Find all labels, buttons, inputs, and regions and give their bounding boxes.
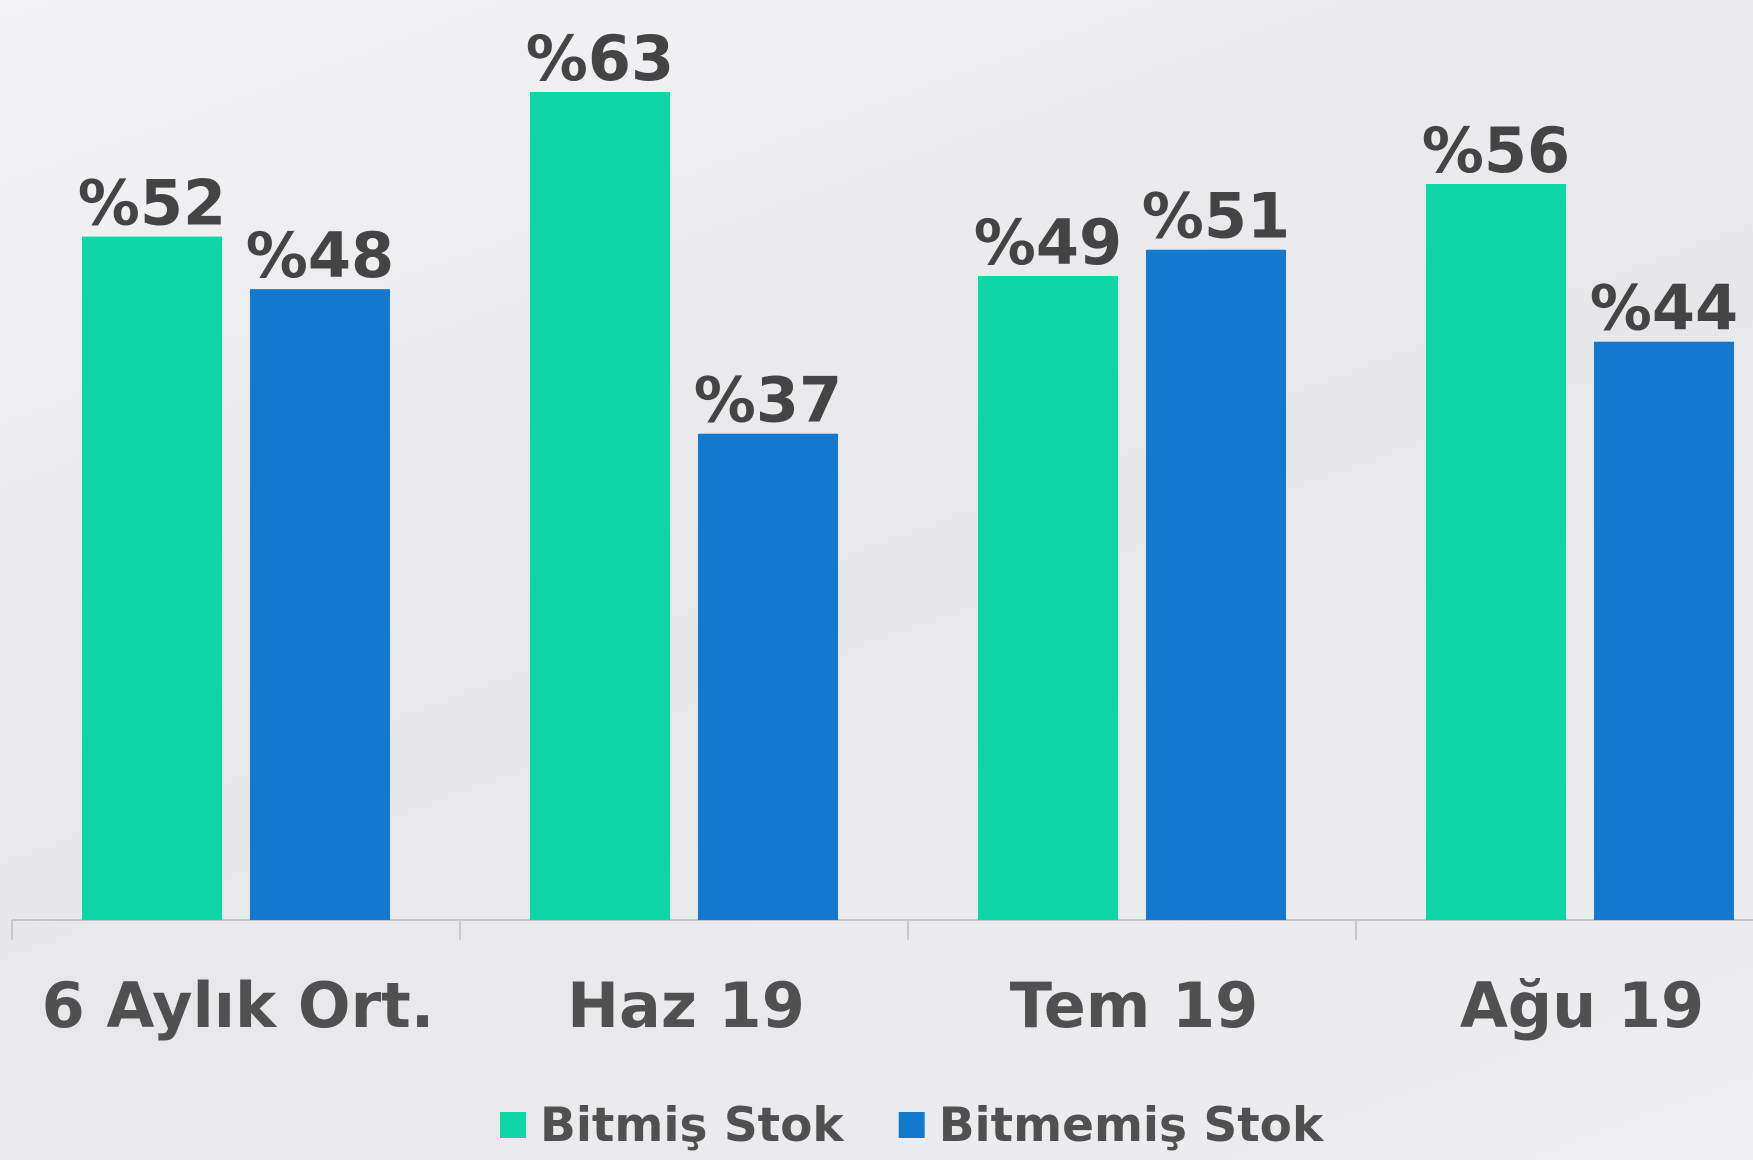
x-tick-label: Haz 19 — [567, 969, 805, 1042]
data-label: %48 — [246, 219, 394, 292]
bar — [698, 433, 838, 920]
bar — [82, 236, 222, 921]
bar — [1594, 341, 1734, 920]
x-tick-label: Tem 19 — [1010, 969, 1259, 1042]
bar — [978, 276, 1118, 920]
legend-label: Bitmemiş Stok — [939, 1098, 1325, 1153]
x-axis — [11, 919, 1753, 940]
x-tick-label: 6 Aylık Ort. — [42, 969, 435, 1042]
data-label: %63 — [526, 22, 674, 95]
bar — [250, 289, 390, 921]
data-label: %52 — [78, 167, 226, 240]
bar — [1426, 184, 1566, 920]
data-label: %56 — [1422, 114, 1570, 187]
bar — [530, 92, 670, 920]
legend-swatch — [898, 1112, 925, 1138]
legend-label: Bitmiş Stok — [540, 1098, 845, 1153]
legend-swatch — [500, 1112, 526, 1138]
bar — [1146, 249, 1286, 920]
data-label: %49 — [974, 206, 1122, 279]
data-label: %44 — [1590, 272, 1738, 345]
data-label: %51 — [1142, 180, 1290, 253]
data-label: %37 — [694, 364, 842, 437]
x-tick-label: Ağu 19 — [1460, 969, 1704, 1042]
